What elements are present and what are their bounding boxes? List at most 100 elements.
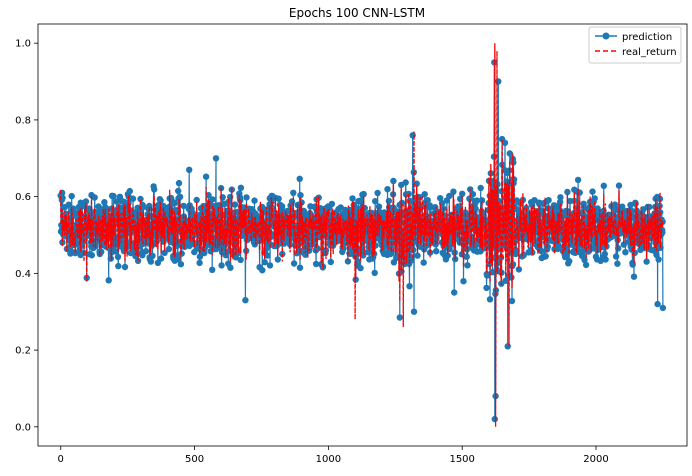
x-tick-label: 2000 (583, 454, 608, 465)
prediction-point (495, 78, 502, 85)
prediction-point (243, 194, 250, 201)
prediction-point (218, 262, 225, 269)
prediction-point (227, 264, 234, 271)
prediction-point (600, 182, 607, 189)
prediction-point (91, 194, 98, 201)
prediction-point (591, 195, 598, 202)
prediction-point (659, 304, 667, 312)
prediction-point (486, 296, 494, 303)
x-tick-label: 500 (185, 454, 204, 465)
prediction-point (384, 186, 391, 193)
prediction-point (113, 198, 120, 205)
legend-real-return-label: real_return (622, 47, 677, 58)
prediction-point (202, 173, 210, 180)
prediction-point (126, 187, 133, 195)
prediction-point (237, 256, 244, 264)
prediction-point (402, 179, 409, 186)
prediction-point (460, 278, 467, 285)
prediction-point (406, 283, 413, 290)
y-tick-label: 0.2 (15, 346, 31, 357)
prediction-point (643, 258, 650, 265)
prediction-point (433, 248, 440, 255)
prediction-point (385, 197, 393, 205)
x-tick-label: 0 (58, 454, 64, 465)
prediction-point (186, 166, 193, 173)
prediction-point (165, 245, 173, 253)
prediction-point (290, 189, 297, 196)
prediction-point (105, 277, 112, 284)
prediction-point (357, 264, 364, 272)
prediction-point (274, 256, 281, 263)
prediction-point (129, 195, 137, 202)
prediction-point (506, 150, 513, 157)
y-tick-label: 0.8 (15, 115, 31, 126)
prediction-point (589, 188, 596, 195)
prediction-point (82, 198, 90, 205)
y-tick-label: 0.0 (15, 422, 31, 433)
prediction-point (601, 250, 608, 258)
prediction-point (327, 258, 334, 266)
prediction-point (178, 250, 185, 257)
series-real-return-line (60, 43, 664, 427)
prediction-point (545, 197, 552, 204)
prediction-point (114, 253, 122, 261)
prediction-point (209, 266, 216, 273)
prediction-point (176, 193, 184, 201)
prediction-point (290, 260, 298, 267)
prediction-point (259, 267, 266, 274)
prediction-point (212, 155, 220, 162)
prediction-point (612, 253, 620, 260)
prediction-point (477, 184, 484, 192)
prediction-point (372, 198, 379, 205)
legend-prediction-marker (602, 32, 610, 40)
x-tick-label: 1000 (316, 454, 341, 465)
prediction-point (414, 252, 421, 259)
prediction-point (115, 262, 122, 270)
prediction-point (266, 262, 274, 269)
prediction-point (196, 259, 203, 267)
prediction-point (177, 261, 185, 268)
legend-prediction-label: prediction (622, 32, 672, 43)
prediction-point (542, 253, 549, 260)
prediction-point (421, 191, 428, 198)
prediction-point (582, 261, 590, 269)
x-tick-label: 1500 (449, 454, 474, 465)
prediction-point (251, 197, 258, 204)
prediction-point (142, 248, 150, 255)
prediction-point (296, 264, 304, 271)
prediction-point (175, 187, 182, 195)
prediction-point (65, 201, 73, 208)
prediction-point (237, 184, 245, 191)
prediction-point (121, 263, 129, 271)
prediction-point (504, 343, 511, 350)
y-tick-label: 0.6 (15, 192, 31, 203)
prediction-point (420, 259, 427, 266)
prediction-point (147, 258, 155, 265)
prediction-point (374, 189, 381, 197)
prediction-point (463, 253, 470, 260)
prediction-point (614, 260, 621, 267)
y-tick-label: 1.0 (15, 39, 31, 50)
prediction-point (175, 179, 183, 187)
prediction-point (459, 190, 466, 197)
prediction-point (622, 249, 629, 256)
prediction-point (557, 194, 564, 201)
prediction-point (632, 200, 639, 207)
prediction-point (101, 199, 108, 206)
prediction-point (464, 262, 471, 269)
prediction-point (275, 195, 282, 202)
prediction-point (629, 261, 636, 268)
prediction-point (396, 314, 403, 321)
prediction-point (151, 186, 158, 193)
prediction-point (566, 257, 573, 265)
prediction-point (98, 248, 105, 255)
prediction-point (451, 289, 458, 296)
legend: prediction real_return (588, 26, 682, 64)
prediction-point (615, 182, 623, 189)
prediction-point (433, 235, 440, 242)
prediction-point (209, 196, 216, 203)
prediction-point (654, 300, 661, 308)
prediction-point (157, 255, 165, 262)
